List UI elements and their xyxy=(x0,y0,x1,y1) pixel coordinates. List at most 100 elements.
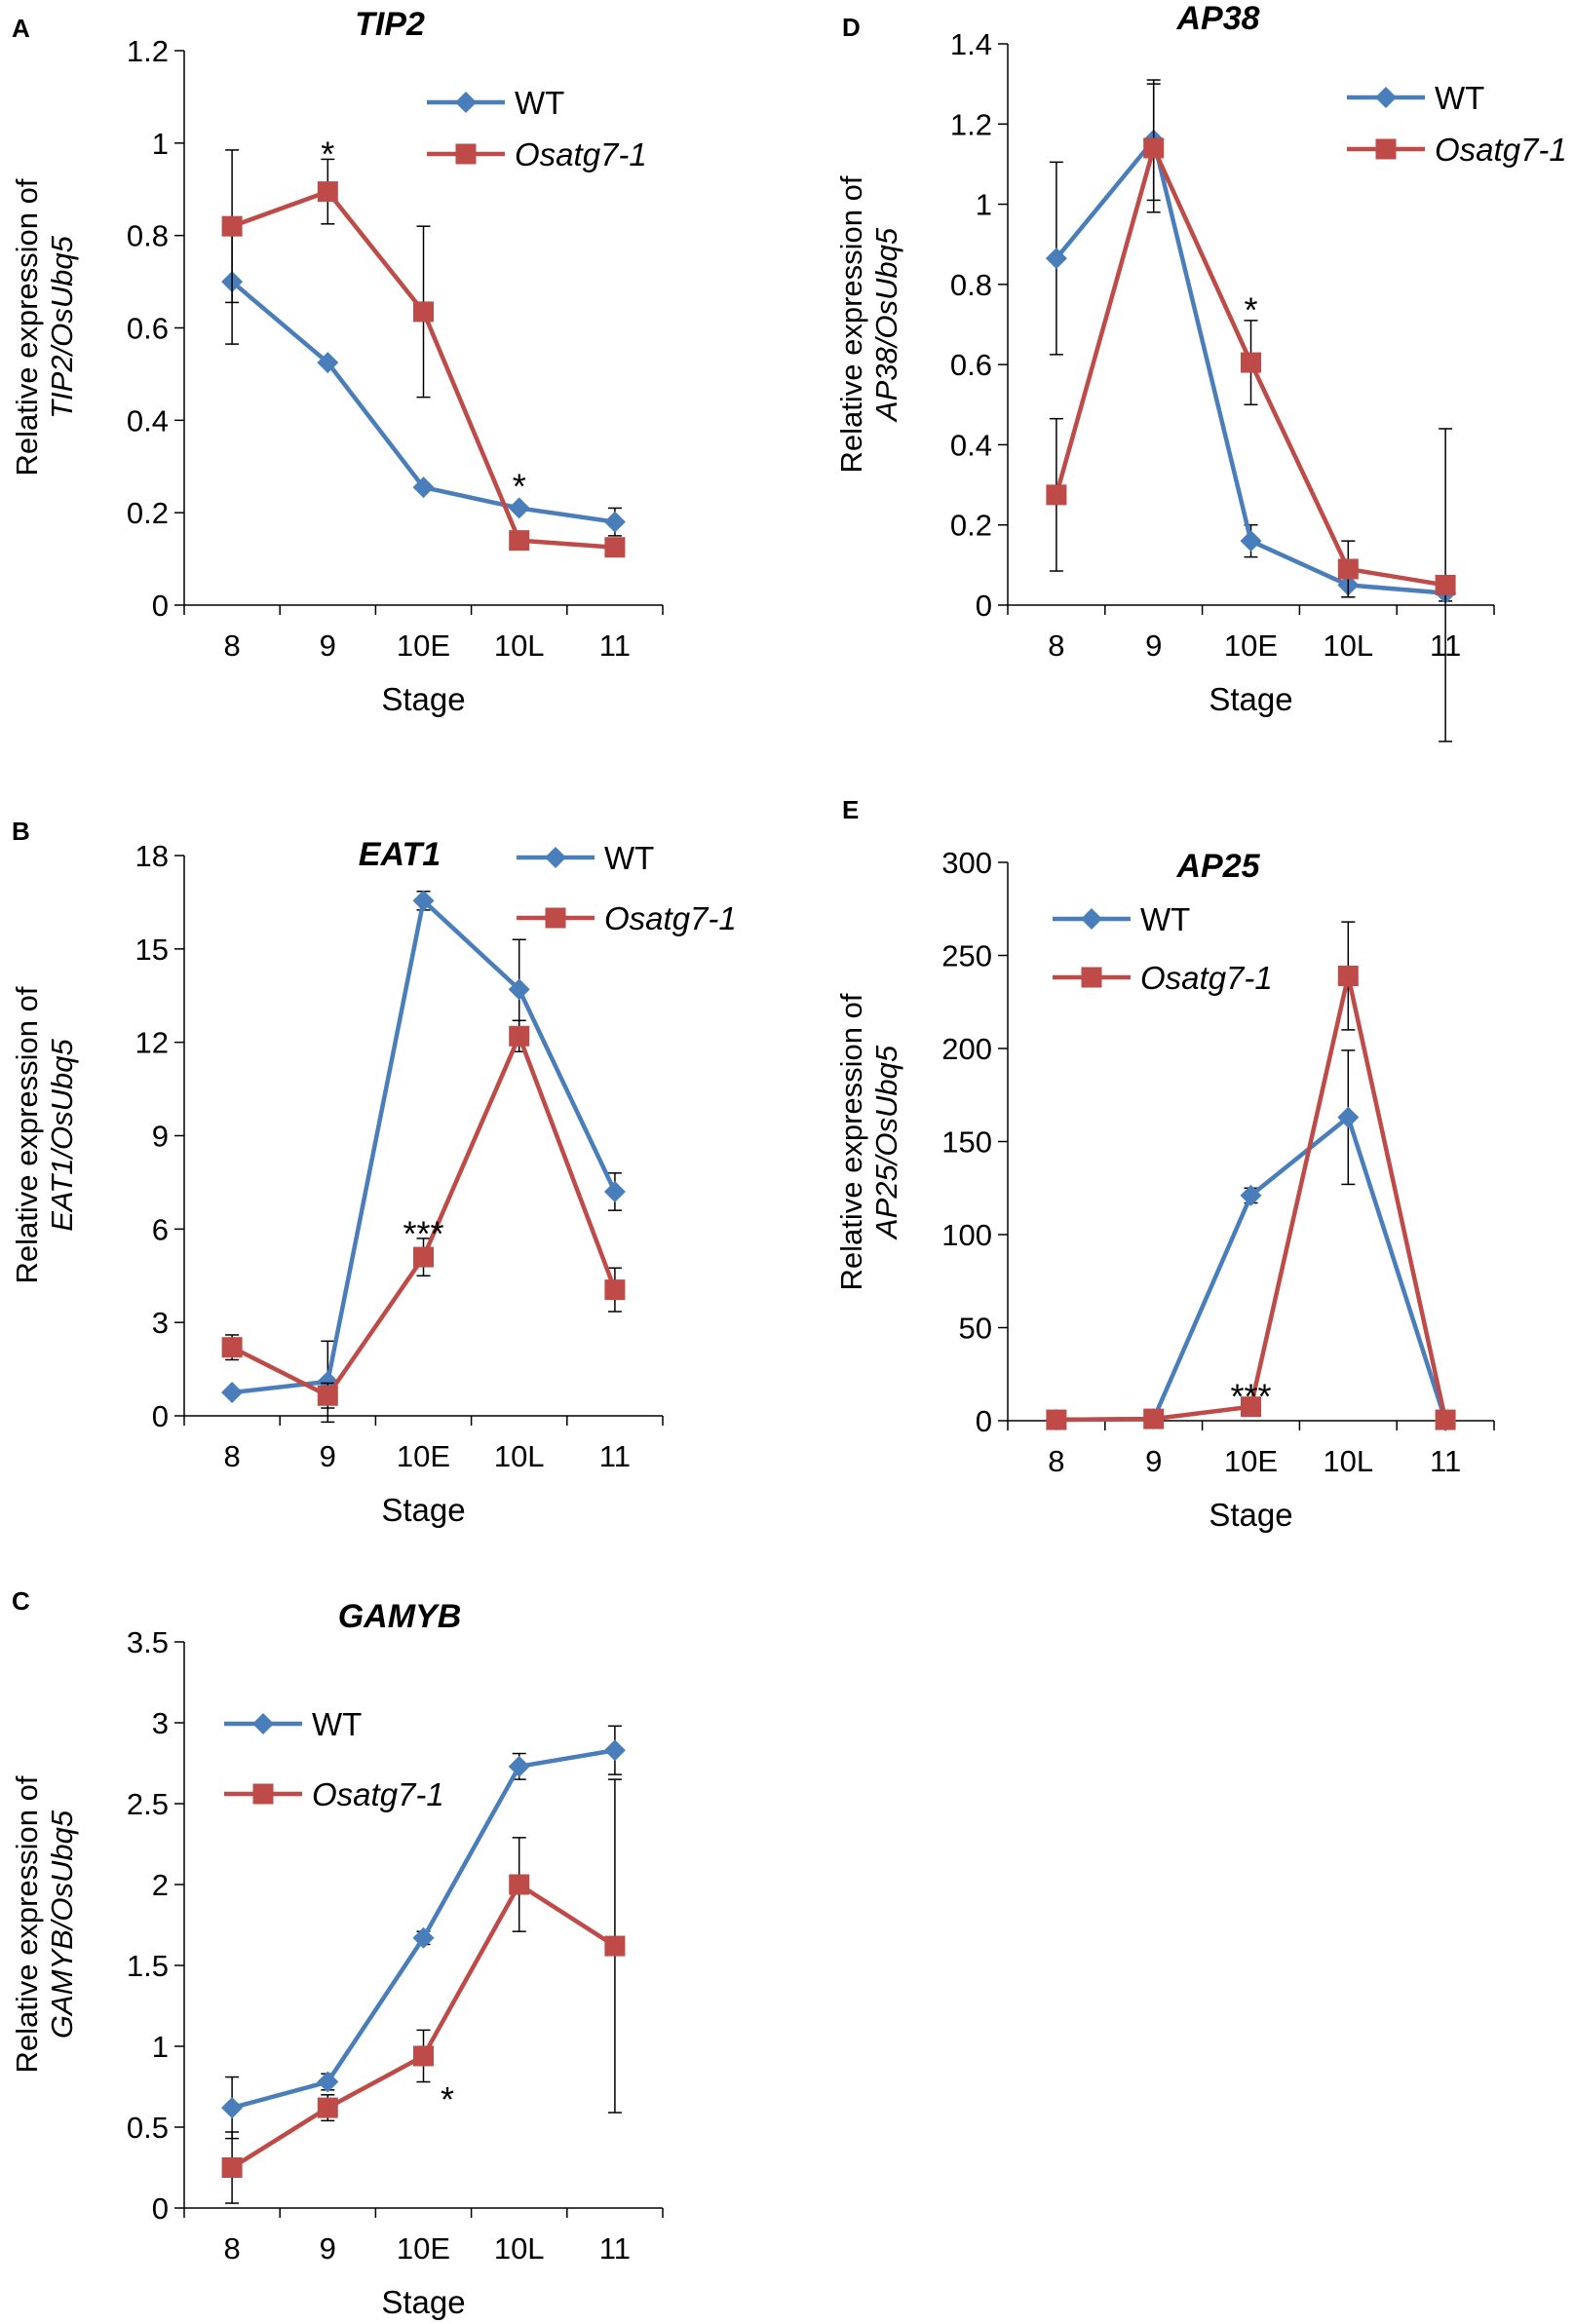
x-tick-label: 10E xyxy=(397,2231,450,2266)
x-tick-label: 8 xyxy=(223,2231,240,2266)
x-tick-label: 9 xyxy=(320,1439,336,1473)
legend-label: Osatg7-1 xyxy=(1435,132,1567,168)
legend-label: WT xyxy=(515,85,564,121)
y-tick-label: 1.5 xyxy=(127,1949,169,1983)
y-tick-label: 2.5 xyxy=(127,1787,169,1821)
y-axis-title-line2: AP25/OsUbq5 xyxy=(869,1045,903,1240)
y-tick-label: 0.5 xyxy=(127,2111,169,2145)
x-tick-label: 10L xyxy=(1323,629,1373,663)
y-axis-title-line2: GAMYB/OsUbq5 xyxy=(45,1810,79,2038)
x-tick-label: 11 xyxy=(599,2231,631,2266)
x-tick-label: 8 xyxy=(223,1439,240,1473)
chart-title: GAMYB xyxy=(338,1598,462,1635)
legend: WT Osatg7-1 xyxy=(517,840,737,936)
legend-label: Osatg7-1 xyxy=(604,900,737,936)
x-tick-label: 8 xyxy=(1048,1444,1064,1478)
data-point xyxy=(604,537,626,558)
series-mutant xyxy=(1046,921,1456,1430)
y-axis-title: Relative expression ofGAMYB/OsUbq5 xyxy=(10,1775,79,2073)
legend-label: Osatg7-1 xyxy=(1140,960,1273,996)
legend-label: WT xyxy=(604,840,654,876)
chart-title: TIP2 xyxy=(355,6,425,43)
y-axis-title-line1: Relative expression of xyxy=(10,178,44,476)
chart-panel-b: B EAT1 0 3 6 9 12 15 18 8 9 10E 10L 11 Stage Relative e… xyxy=(10,817,737,1528)
legend-marker xyxy=(1081,908,1102,930)
panel-letter: E xyxy=(842,795,859,824)
y-axis-title-line1: Relative expression of xyxy=(834,993,868,1290)
legend-marker xyxy=(545,847,566,868)
x-tick-label: 10E xyxy=(1224,629,1278,663)
significance-mark: *** xyxy=(403,1214,443,1254)
data-point xyxy=(1337,1106,1360,1128)
y-axis-title-line1: Relative expression of xyxy=(10,986,44,1283)
data-point xyxy=(604,1935,626,1957)
series-wt xyxy=(221,218,626,537)
y-tick-label: 0.8 xyxy=(127,219,169,253)
chart-panel-a: A TIP2 0 0.2 0.4 0.6 0.8 1 1.2 8 9 10E 10L 11 Stage Rel… xyxy=(10,6,664,717)
legend-marker xyxy=(252,1713,274,1734)
y-axis-title: Relative expression ofTIP2/OsUbq5 xyxy=(10,178,79,476)
data-point xyxy=(509,1025,530,1047)
y-tick-label: 250 xyxy=(941,939,992,973)
chart-panel-e: E AP25 0 50 100 150 200 250 300 8 9 10E 10L 11 Stage Re… xyxy=(834,795,1495,1533)
y-tick-label: 50 xyxy=(959,1312,992,1346)
series-wt xyxy=(1045,1049,1457,1431)
chart-title: AP38 xyxy=(1175,0,1259,37)
data-point xyxy=(508,1755,530,1777)
y-tick-label: 18 xyxy=(135,839,169,873)
y-tick-label: 12 xyxy=(135,1026,169,1060)
x-tick-label: 9 xyxy=(320,629,336,663)
legend-marker xyxy=(1375,87,1397,108)
legend-marker xyxy=(455,143,477,165)
data-point xyxy=(412,476,435,499)
data-point xyxy=(221,2157,243,2178)
y-axis-title: Relative expression ofEAT1/OsUbq5 xyxy=(10,986,79,1283)
data-point xyxy=(1337,966,1359,987)
y-tick-label: 1.4 xyxy=(950,27,992,61)
y-tick-label: 1.2 xyxy=(950,107,992,141)
y-tick-label: 0.6 xyxy=(127,312,169,346)
y-tick-label: 100 xyxy=(941,1218,992,1252)
x-tick-label: 8 xyxy=(1048,629,1064,663)
series-wt xyxy=(221,1725,626,2140)
series-line xyxy=(230,1882,617,2170)
series-mutant xyxy=(221,1778,626,2204)
y-tick-label: 200 xyxy=(941,1032,992,1066)
legend-label: WT xyxy=(1140,901,1190,937)
chart-title: AP25 xyxy=(1175,848,1260,885)
significance-mark: * xyxy=(321,133,334,173)
y-tick-label: 1 xyxy=(976,188,992,222)
legend: WT Osatg7-1 xyxy=(1347,80,1567,168)
data-point xyxy=(412,890,435,912)
data-point xyxy=(221,1382,244,1404)
x-axis-title: Stage xyxy=(1209,1497,1292,1533)
y-tick-label: 9 xyxy=(152,1120,169,1154)
x-tick-label: 10L xyxy=(494,1439,545,1473)
panel-letter: D xyxy=(842,13,861,42)
legend-label: Osatg7-1 xyxy=(312,1776,444,1812)
legend-label: WT xyxy=(312,1706,362,1742)
significance-mark: * xyxy=(441,2079,454,2119)
series-mutant xyxy=(221,149,626,558)
data-point xyxy=(604,1279,626,1301)
y-tick-label: 2 xyxy=(152,1868,169,1902)
y-tick-label: 1 xyxy=(152,127,169,161)
y-tick-label: 0 xyxy=(152,1399,169,1433)
x-tick-label: 9 xyxy=(1145,1444,1162,1478)
x-tick-label: 10L xyxy=(1323,1444,1373,1478)
data-point xyxy=(603,1181,626,1202)
data-point xyxy=(221,1337,243,1358)
chart-panel-c: C GAMYB 0 0.5 1 1.5 2 2.5 3 3.5 8 9 10E 10L 11 Stage Rel… xyxy=(10,1586,664,2320)
x-tick-label: 10L xyxy=(494,2231,545,2266)
y-tick-label: 0 xyxy=(976,589,992,623)
data-point xyxy=(508,497,530,519)
x-tick-label: 10L xyxy=(494,629,545,663)
chart-title: EAT1 xyxy=(359,836,441,873)
data-point xyxy=(509,530,530,552)
y-tick-label: 3 xyxy=(152,1306,169,1340)
y-tick-label: 3 xyxy=(152,1706,169,1740)
data-point xyxy=(413,301,434,323)
data-point xyxy=(412,1926,435,1949)
